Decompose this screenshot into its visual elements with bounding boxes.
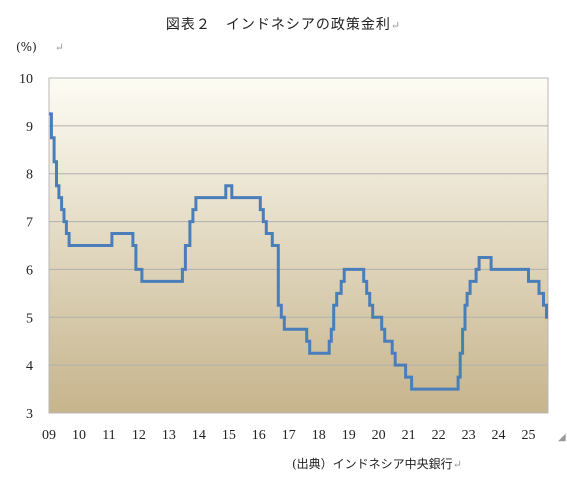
x-tick-label: 17 [282,428,296,443]
series-layer [49,112,548,391]
x-tick-label: 21 [402,428,416,443]
corner-mark-icon: ◢ [558,432,566,443]
x-tick-label: 22 [432,428,446,443]
return-mark-icon: ↵ [54,41,64,54]
return-mark-icon: ↵ [390,19,402,32]
source-note: (出典）インドネシア中央銀行↵ [292,455,462,472]
x-tick-label: 25 [522,428,536,443]
y-axis-ticks: 3 4 5 6 7 8 9 10 [19,72,33,422]
x-tick-label: 23 [462,428,476,443]
y-tick-label: 9 [26,120,33,135]
x-tick-label: 14 [192,428,206,443]
return-mark-icon: ↵ [452,458,462,471]
source-text: (出典）インドネシア中央銀行 [292,457,453,471]
x-axis-ticks: 09 10 11 12 13 14 15 16 17 18 19 20 21 22 23 24 25 [42,428,536,443]
y-tick-label: 4 [26,359,33,374]
x-tick-label: 15 [222,428,236,443]
x-tick-label: 18 [312,428,326,443]
x-tick-label: 24 [492,428,506,443]
policy-rate-line [49,112,548,391]
y-tick-label: 8 [26,168,33,183]
chart-title: 図表２ インドネシアの政策金利↵ [0,14,567,34]
y-tick-label: 6 [26,263,33,278]
x-tick-label: 19 [342,428,356,443]
y-tick-label: 5 [26,311,33,326]
chart-title-text: 図表２ インドネシアの政策金利 [165,17,391,33]
gridlines [49,125,548,366]
y-tick-label: 7 [26,216,33,231]
x-tick-label: 10 [72,428,86,443]
x-tick-label: 16 [252,428,266,443]
x-tick-label: 20 [372,428,386,443]
x-tick-label: 13 [162,428,176,443]
x-tick-label: 11 [102,428,115,443]
y-axis-unit: (%) ↵ [16,40,64,54]
x-tick-label: 12 [132,428,146,443]
y-tick-label: 10 [19,72,33,87]
x-tick-label: 09 [42,428,56,443]
plot-area [48,77,549,414]
y-axis-unit-text: (%) [16,40,37,54]
y-tick-label: 3 [26,407,33,422]
